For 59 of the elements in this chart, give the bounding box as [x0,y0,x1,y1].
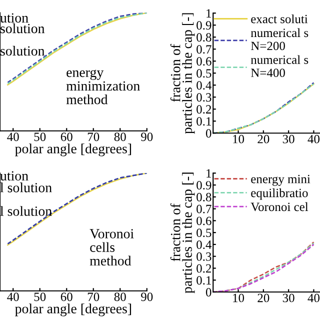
x-tick-label: 90 [141,292,153,302]
x-tick-label: 10 [233,134,244,144]
y-tick-label: 0.5 [196,228,212,238]
x-tick-label: 70 [88,132,100,142]
y-tick-label: 0.9 [196,181,212,190]
annotation: ution [0,171,28,181]
annotation: solution [0,46,45,56]
x-tick-label: 60 [60,292,72,302]
y-tick-label: 1 [206,169,211,178]
y-tick-label: 0.4 [196,81,212,90]
y-tick-label: 0.4 [196,240,212,249]
y-axis-title: fraction of particles in the cap [-] [170,172,195,294]
x-tick-label: 40 [308,134,320,144]
x-tick-label: 80 [114,292,126,302]
x-tick-label: 70 [88,292,100,302]
y-tick-label: 0.2 [196,105,212,114]
legend-label: Voronoi cel [250,202,308,212]
legend-label: equilibratio [251,188,308,200]
annotation: ution [0,13,28,23]
y-tick-label: 0.8 [196,33,212,42]
y-tick-label: 0.7 [196,45,212,54]
y-tick-label: 0.3 [196,252,212,261]
legend-label: numerical s N=400 [250,55,308,78]
x-axis-title: polar angle [degrees] [15,304,132,316]
y-tick-label: 0.7 [196,204,212,214]
x-tick-label: 40 [7,132,19,142]
y-tick-label: 0.6 [196,57,212,66]
x-axis-title: polar angle [degrees] [15,144,132,156]
annotation: l solution [0,206,52,216]
annotation: Voronoi cells method [90,229,134,266]
legend-label: energy mini [251,174,310,186]
y-tick-label: 0.3 [196,93,212,102]
y-tick-label: 0.9 [196,21,212,30]
x-tick-label: 90 [141,132,153,142]
y-tick-label: 1 [206,9,211,18]
x-tick-label: 60 [60,132,72,142]
x-tick-label: 30 [282,134,294,144]
y-axis-title: fraction of particles in the cap [-] [170,13,195,134]
y-tick-label: 0.6 [196,216,212,226]
y-tick-label: 0.5 [196,69,212,78]
y-tick-label: 0.1 [196,117,211,126]
annotation: energy minimization method [66,70,140,104]
y-tick-label: 0.1 [196,276,211,285]
x-tick-label: 50 [34,292,46,302]
x-tick-label: 50 [34,132,46,142]
y-tick-label: 0 [206,288,212,296]
x-tick-label: 80 [114,132,126,142]
y-tick-label: 0.2 [196,264,212,273]
x-tick-label: 20 [258,294,270,302]
x-tick-label: 40 [308,294,320,302]
x-tick-label: 40 [7,292,19,302]
x-tick-label: 10 [233,294,244,302]
x-tick-label: 20 [258,134,270,144]
annotation: l solution [0,182,52,192]
x-tick-label: 30 [282,294,294,302]
annotation: solution [0,23,45,34]
y-tick-label: 0.8 [196,192,212,202]
legend-label: exact soluti [251,14,308,24]
y-tick-label: 0 [206,129,212,138]
